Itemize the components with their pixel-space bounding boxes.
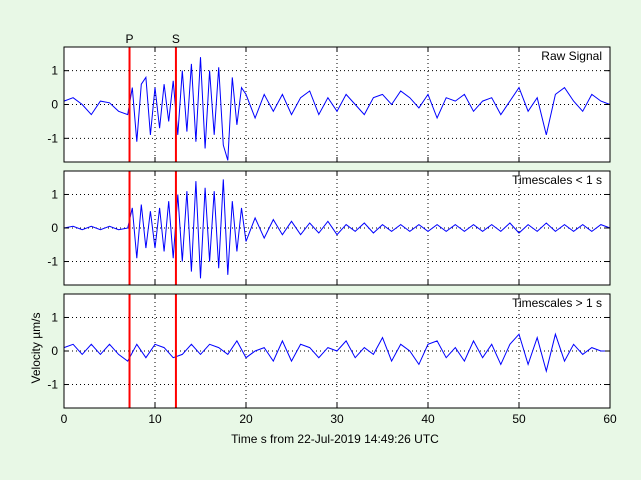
y-tick-label: 1	[51, 187, 58, 201]
y-tick-label: 1	[51, 310, 58, 324]
signal-trace	[63, 57, 611, 161]
x-tick-label: 30	[330, 412, 344, 426]
panel-title: Timescales < 1 s	[512, 173, 602, 187]
signal-trace	[63, 332, 610, 374]
x-tick-label: 0	[61, 412, 68, 426]
panels: P S -1 0 1 Raw Signal -1 0 1 Timescales < 1 s -1 0 1…	[47, 32, 617, 426]
y-axis-label: Velocity µm/s	[29, 313, 43, 384]
panel-title: Timescales > 1 s	[512, 296, 602, 310]
y-tick-label: -1	[47, 378, 58, 392]
phase-marker-label: S	[172, 32, 180, 46]
y-tick-label: -1	[47, 131, 58, 145]
y-tick-label: 0	[51, 98, 58, 112]
y-tick-label: 1	[51, 64, 58, 78]
y-tick-label: -1	[47, 255, 58, 269]
phase-marker-label: P	[126, 32, 134, 46]
x-tick-label: 50	[512, 412, 526, 426]
y-tick-label: 0	[51, 221, 58, 235]
y-tick-label: 0	[51, 344, 58, 358]
panel-title: Raw Signal	[541, 49, 602, 63]
signal-trace	[63, 179, 611, 279]
x-tick-label: 40	[421, 412, 435, 426]
x-axis-label: Time s from 22-Jul-2019 14:49:26 UTC	[231, 432, 439, 446]
x-tick-label: 20	[239, 412, 253, 426]
panel-2: -1 0 1 Timescales < 1 s	[47, 170, 611, 286]
x-tick-label: 10	[148, 412, 162, 426]
panel-1: P S -1 0 1 Raw Signal	[47, 32, 611, 163]
x-tick-label: 60	[603, 412, 617, 426]
